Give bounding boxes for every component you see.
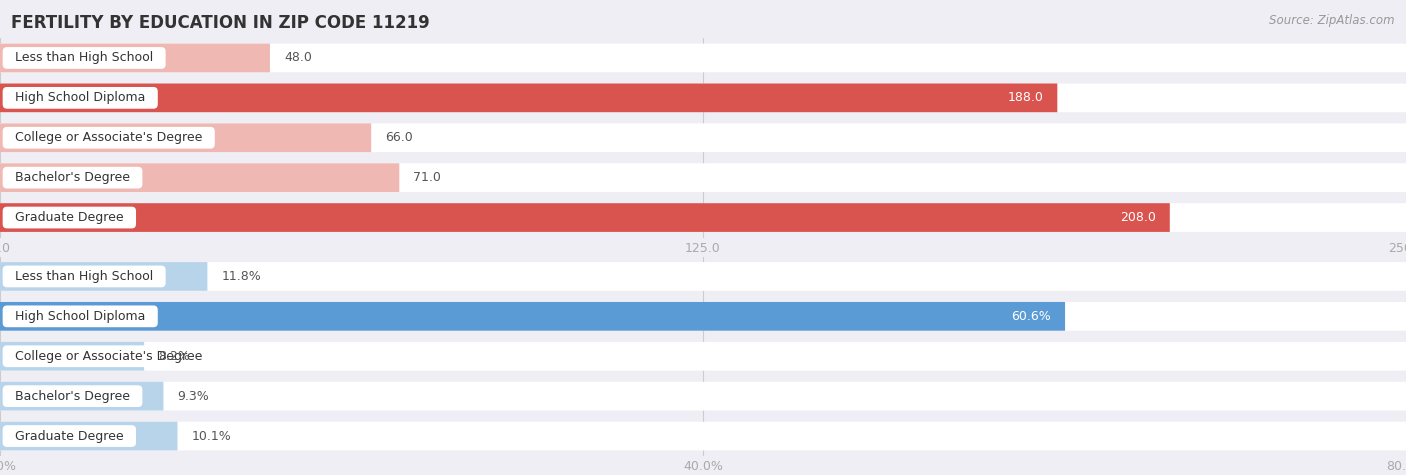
FancyBboxPatch shape	[0, 203, 1406, 232]
FancyBboxPatch shape	[0, 262, 208, 291]
FancyBboxPatch shape	[0, 44, 270, 72]
Text: Less than High School: Less than High School	[7, 270, 162, 283]
FancyBboxPatch shape	[0, 163, 399, 192]
FancyBboxPatch shape	[0, 44, 1406, 72]
Text: Bachelor's Degree: Bachelor's Degree	[7, 171, 138, 184]
FancyBboxPatch shape	[0, 342, 1406, 370]
Text: College or Associate's Degree: College or Associate's Degree	[7, 350, 211, 363]
Text: 208.0: 208.0	[1119, 211, 1156, 224]
Text: High School Diploma: High School Diploma	[7, 310, 153, 323]
FancyBboxPatch shape	[0, 302, 1066, 331]
FancyBboxPatch shape	[0, 382, 163, 410]
Text: 10.1%: 10.1%	[191, 429, 232, 443]
FancyBboxPatch shape	[0, 203, 1170, 232]
Text: Less than High School: Less than High School	[7, 51, 162, 65]
Text: Source: ZipAtlas.com: Source: ZipAtlas.com	[1270, 14, 1395, 27]
Text: Graduate Degree: Graduate Degree	[7, 211, 132, 224]
Text: 71.0: 71.0	[413, 171, 441, 184]
FancyBboxPatch shape	[0, 84, 1057, 112]
Text: 66.0: 66.0	[385, 131, 413, 144]
Text: FERTILITY BY EDUCATION IN ZIP CODE 11219: FERTILITY BY EDUCATION IN ZIP CODE 11219	[11, 14, 430, 32]
FancyBboxPatch shape	[0, 124, 371, 152]
FancyBboxPatch shape	[0, 124, 1406, 152]
Text: High School Diploma: High School Diploma	[7, 91, 153, 104]
FancyBboxPatch shape	[0, 163, 1406, 192]
FancyBboxPatch shape	[0, 382, 1406, 410]
Text: 188.0: 188.0	[1007, 91, 1043, 104]
Text: Bachelor's Degree: Bachelor's Degree	[7, 390, 138, 403]
FancyBboxPatch shape	[0, 422, 177, 450]
FancyBboxPatch shape	[0, 262, 1406, 291]
Text: 9.3%: 9.3%	[177, 390, 209, 403]
FancyBboxPatch shape	[0, 342, 143, 370]
Text: 48.0: 48.0	[284, 51, 312, 65]
FancyBboxPatch shape	[0, 302, 1406, 331]
FancyBboxPatch shape	[0, 422, 1406, 450]
Text: 11.8%: 11.8%	[222, 270, 262, 283]
FancyBboxPatch shape	[0, 84, 1406, 112]
Text: Graduate Degree: Graduate Degree	[7, 429, 132, 443]
Text: 8.2%: 8.2%	[157, 350, 190, 363]
Text: 60.6%: 60.6%	[1011, 310, 1052, 323]
Text: College or Associate's Degree: College or Associate's Degree	[7, 131, 211, 144]
